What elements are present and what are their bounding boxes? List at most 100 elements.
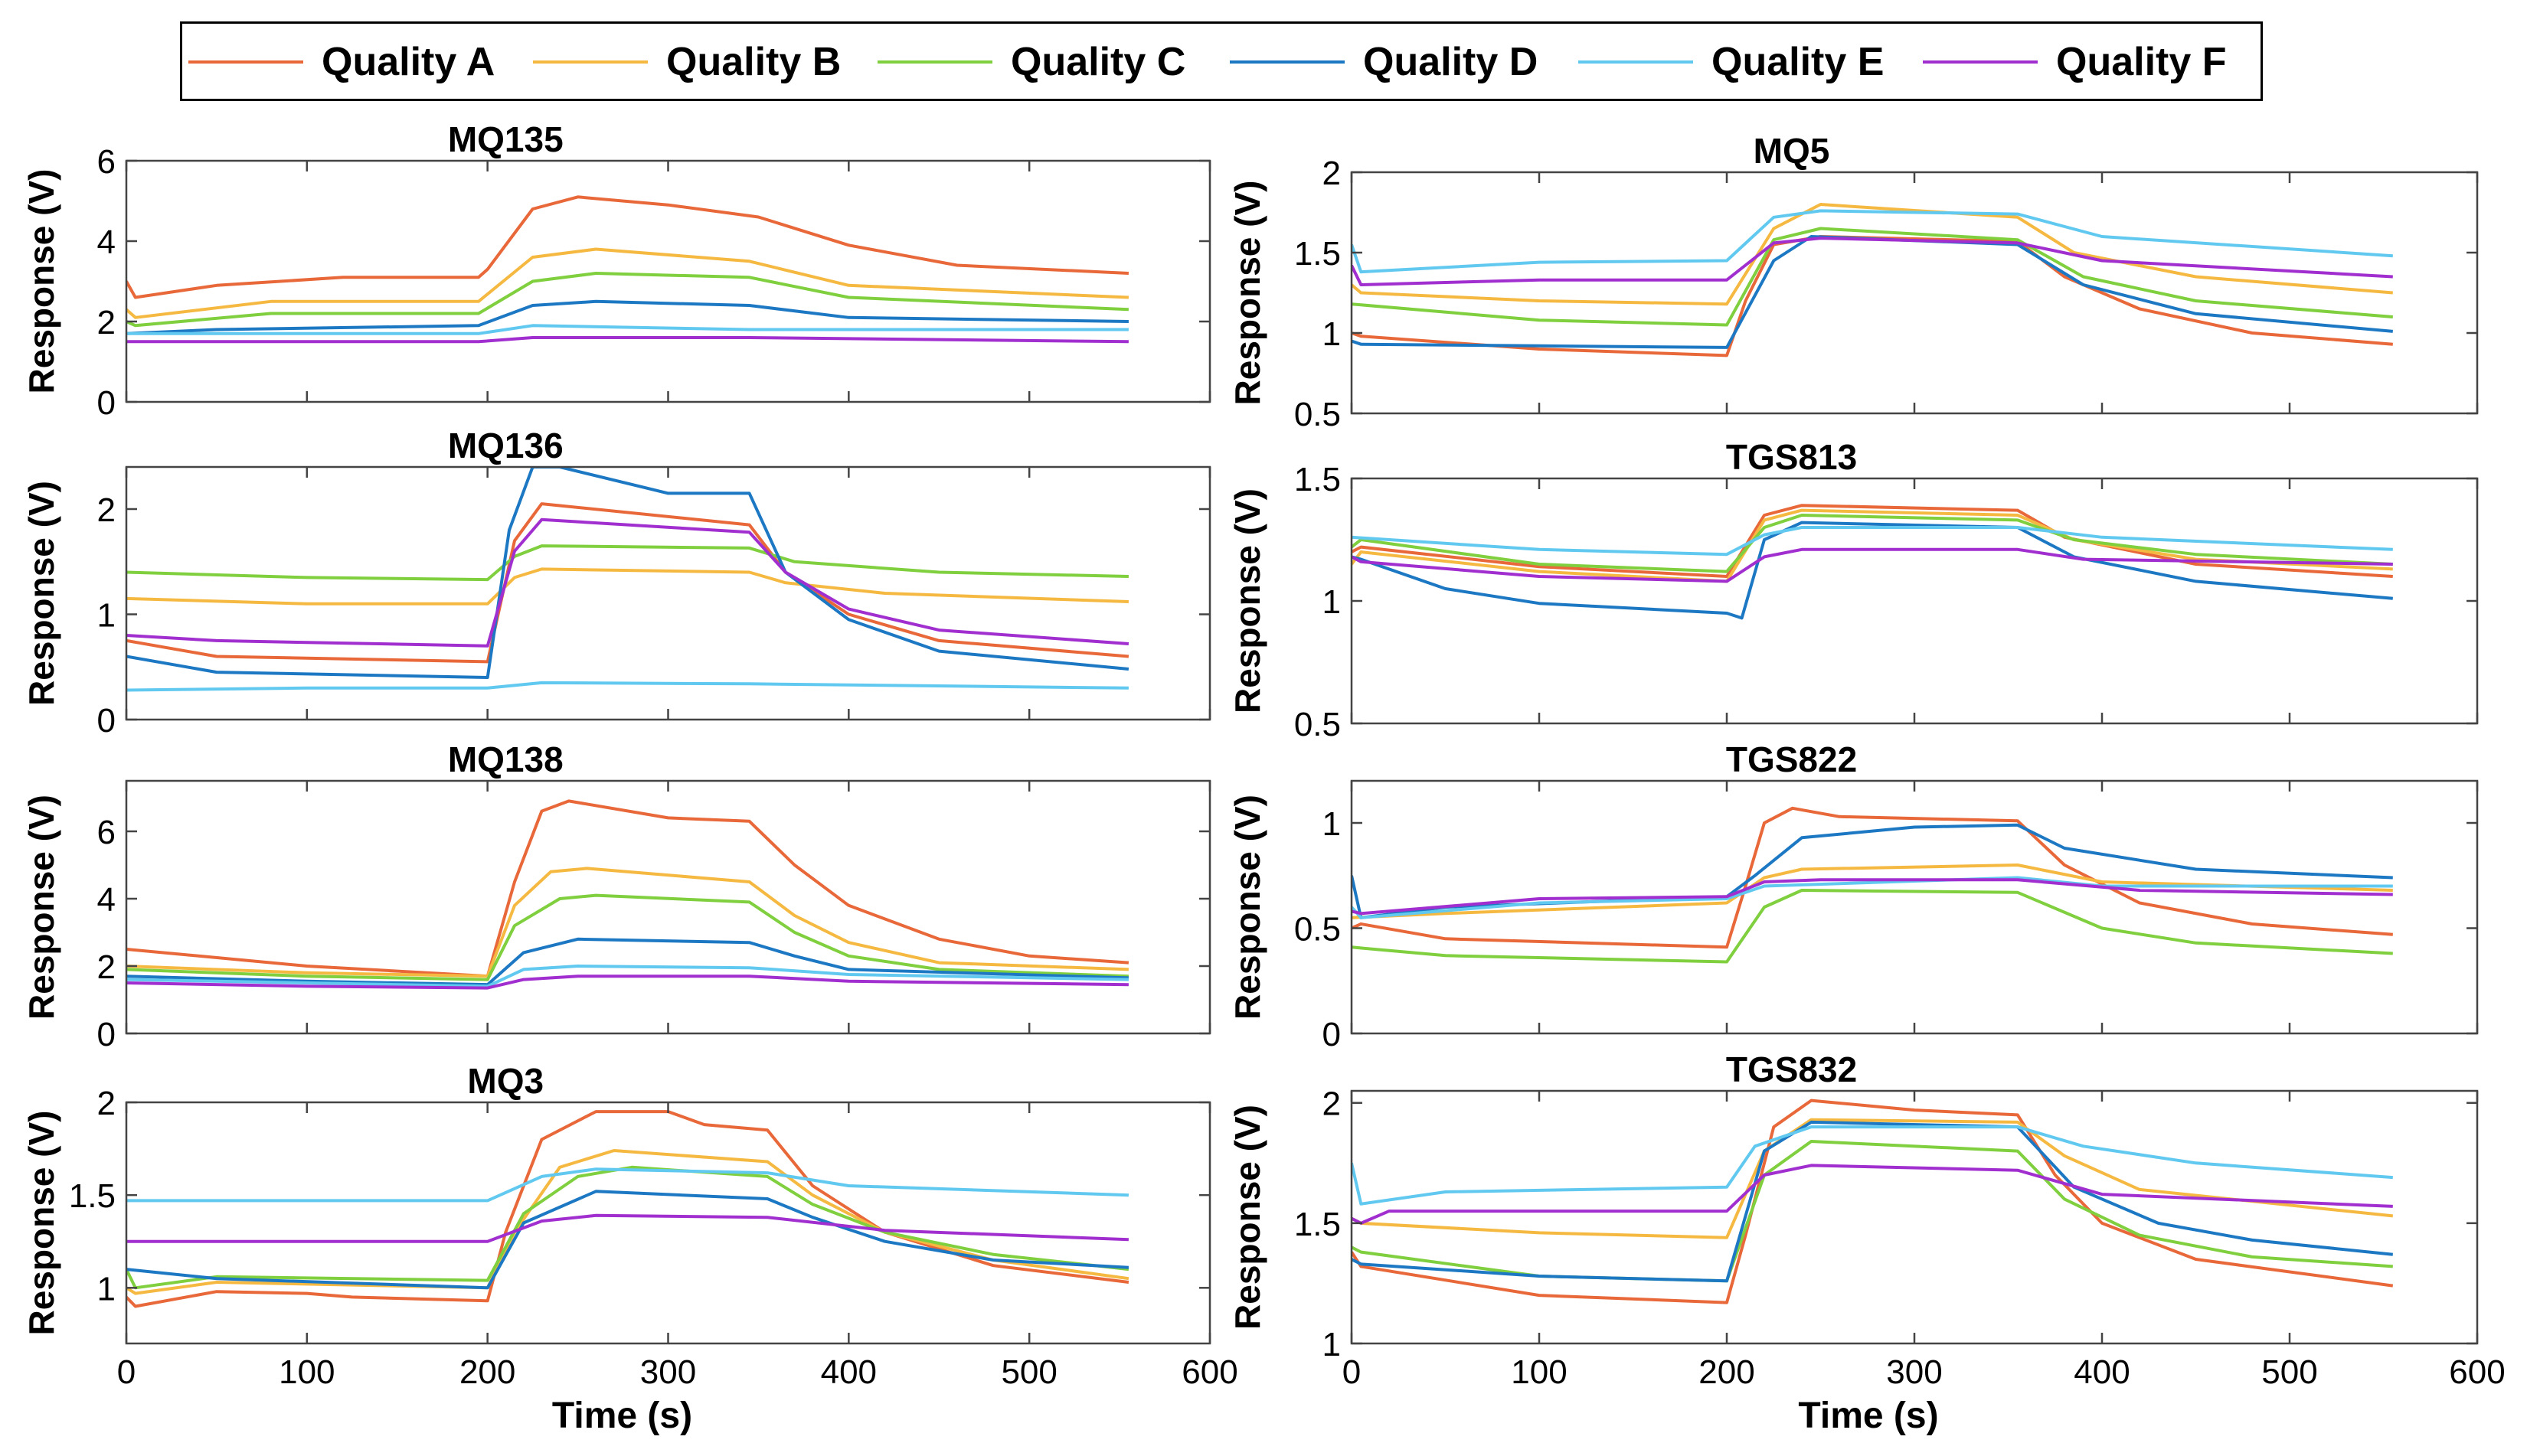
legend-swatch-quality-c bbox=[878, 60, 992, 64]
y-tick-label-mq5-2: 1.5 bbox=[1294, 235, 1341, 273]
chart-tgs813: 0.5 1 1.5 TGS813 Response (V) bbox=[1228, 437, 2479, 743]
y-tick-label-mq5-3: 2 bbox=[1322, 155, 1341, 192]
legend-label-quality-d: Quality D bbox=[1363, 40, 1538, 84]
x-tick-label-tgs832-4: 400 bbox=[2074, 1353, 2130, 1391]
series-line-mq136-quality-e bbox=[126, 681, 1129, 692]
series-line-mq135-quality-d bbox=[126, 299, 1129, 335]
x-tick-label-mq3-3: 300 bbox=[640, 1353, 696, 1391]
chart-tgs832: 1 1.5 2 0 100 200 300 400 500 600 TGS832 Response (… bbox=[1228, 1050, 2506, 1436]
y-tick-label-tgs822-2: 1 bbox=[1322, 805, 1341, 843]
y-tick-label-tgs832-1: 1.5 bbox=[1294, 1206, 1341, 1243]
chart-title-tgs832: TGS832 bbox=[1726, 1050, 1857, 1089]
series-line-mq5-quality-b bbox=[1352, 203, 2393, 306]
chart-title-mq3: MQ3 bbox=[467, 1061, 544, 1101]
series-line-tgs822-quality-f bbox=[1352, 878, 2393, 916]
y-tick-label-mq135-2: 4 bbox=[97, 224, 116, 261]
series-line-tgs822-quality-b bbox=[1352, 863, 2393, 919]
chart-tgs822: 0 0.5 1 TGS822 Response (V) bbox=[1228, 739, 2479, 1053]
series-line-mq135-quality-e bbox=[126, 324, 1129, 335]
x-tick-label-tgs832-1: 100 bbox=[1511, 1353, 1567, 1391]
y-tick-label-tgs832-0: 1 bbox=[1322, 1326, 1341, 1363]
chart-mq136: 0 1 2 MQ136 Response (V) bbox=[21, 426, 1211, 739]
chart-title-mq136: MQ136 bbox=[448, 426, 564, 465]
series-line-mq5-quality-c bbox=[1352, 227, 2393, 327]
plot-frame-mq5 bbox=[1350, 171, 2479, 415]
series-line-tgs832-quality-c bbox=[1352, 1140, 2393, 1283]
chart-mq3: 1 1.5 2 0 100 200 300 400 500 600 MQ3 Response (V) T… bbox=[21, 1061, 1238, 1436]
x-axis-label-mq3: Time (s) bbox=[552, 1396, 692, 1436]
y-tick-label-mq138-2: 4 bbox=[97, 881, 116, 919]
y-tick-label-mq135-3: 6 bbox=[97, 143, 116, 181]
series-line-mq5-quality-e bbox=[1352, 209, 2393, 274]
legend-swatch-quality-a bbox=[188, 60, 303, 64]
series-line-mq135-quality-a bbox=[126, 195, 1129, 299]
x-tick-label-tgs832-2: 200 bbox=[1698, 1353, 1754, 1391]
y-tick-label-tgs813-2: 1.5 bbox=[1294, 461, 1341, 498]
series-line-mq136-quality-f bbox=[126, 517, 1129, 648]
series-line-tgs832-quality-d bbox=[1352, 1120, 2394, 1283]
legend-label-quality-b: Quality B bbox=[666, 40, 842, 84]
y-axis-label-tgs822: Response (V) bbox=[1228, 795, 1267, 1020]
y-tick-label-tgs813-0: 0.5 bbox=[1294, 706, 1341, 743]
series-line-mq138-quality-f bbox=[126, 974, 1129, 990]
series-line-mq138-quality-c bbox=[126, 893, 1129, 981]
series-line-tgs813-quality-c bbox=[1352, 514, 2393, 573]
y-tick-label-mq3-2: 2 bbox=[97, 1085, 116, 1122]
y-axis-label-mq135: Response (V) bbox=[21, 169, 61, 394]
y-axis-label-mq5: Response (V) bbox=[1228, 181, 1267, 406]
y-axis-label-tgs832: Response (V) bbox=[1228, 1105, 1267, 1330]
plot-frame-tgs832 bbox=[1350, 1089, 2479, 1345]
series-line-tgs822-quality-d bbox=[1352, 823, 2393, 919]
series-line-mq3-quality-b bbox=[126, 1149, 1129, 1295]
series-line-mq3-quality-e bbox=[126, 1167, 1129, 1203]
x-tick-label-mq3-0: 0 bbox=[117, 1353, 136, 1391]
legend-label-quality-e: Quality E bbox=[1711, 40, 1885, 84]
legend-label-quality-a: Quality A bbox=[322, 40, 495, 84]
series-line-tgs822-quality-a bbox=[1352, 806, 2393, 949]
x-tick-label-tgs832-0: 0 bbox=[1342, 1353, 1361, 1391]
y-tick-label-tgs813-1: 1 bbox=[1322, 583, 1341, 621]
y-axis-label-mq3: Response (V) bbox=[21, 1111, 61, 1336]
chart-mq5: 0.5 1 1.5 2 MQ5 Response (V) bbox=[1228, 131, 2479, 433]
series-line-tgs822-quality-c bbox=[1352, 889, 2393, 964]
series-line-mq5-quality-f bbox=[1352, 237, 2393, 286]
series-line-tgs813-quality-b bbox=[1352, 508, 2393, 583]
chart-title-mq138: MQ138 bbox=[448, 739, 564, 779]
chart-title-tgs822: TGS822 bbox=[1726, 739, 1857, 779]
legend-label-quality-c: Quality C bbox=[1011, 40, 1186, 84]
x-tick-label-tgs832-5: 500 bbox=[2261, 1353, 2317, 1391]
series-line-mq138-quality-e bbox=[126, 965, 1129, 988]
series-line-mq136-quality-a bbox=[126, 502, 1129, 664]
plot-frame-mq3 bbox=[125, 1101, 1211, 1345]
y-tick-label-tgs832-2: 2 bbox=[1322, 1085, 1341, 1123]
series-line-tgs813-quality-e bbox=[1352, 526, 2393, 557]
y-tick-label-mq5-1: 1 bbox=[1322, 315, 1341, 353]
chart-title-mq135: MQ135 bbox=[448, 119, 564, 159]
series-line-tgs813-quality-f bbox=[1352, 547, 2393, 583]
y-tick-label-mq3-0: 1 bbox=[97, 1270, 116, 1307]
series-line-mq138-quality-d bbox=[126, 937, 1129, 987]
y-tick-label-mq136-0: 0 bbox=[97, 702, 116, 739]
series-line-mq138-quality-b bbox=[126, 867, 1129, 978]
legend-label-quality-f: Quality F bbox=[2056, 40, 2227, 84]
series-line-mq3-quality-f bbox=[126, 1213, 1129, 1243]
y-tick-label-mq3-1: 1.5 bbox=[69, 1177, 116, 1215]
x-tick-label-tgs832-3: 300 bbox=[1886, 1353, 1942, 1391]
x-tick-label-mq3-1: 100 bbox=[279, 1353, 335, 1391]
chart-title-mq5: MQ5 bbox=[1754, 131, 1830, 171]
series-line-tgs832-quality-f bbox=[1352, 1164, 2393, 1225]
x-tick-label-mq3-6: 600 bbox=[1182, 1353, 1237, 1391]
series-line-mq136-quality-c bbox=[126, 544, 1129, 582]
series-line-tgs832-quality-a bbox=[1352, 1099, 2394, 1304]
y-tick-label-mq5-0: 0.5 bbox=[1294, 396, 1341, 433]
y-axis-label-tgs813: Response (V) bbox=[1228, 488, 1267, 713]
series-line-mq3-quality-d bbox=[126, 1190, 1129, 1290]
series-line-mq135-quality-c bbox=[126, 272, 1129, 328]
legend: Quality A Quality B Quality C Quality D … bbox=[180, 21, 2263, 101]
x-tick-label-mq3-2: 200 bbox=[459, 1353, 515, 1391]
y-tick-label-mq135-1: 2 bbox=[97, 304, 116, 341]
y-tick-label-mq136-2: 2 bbox=[97, 491, 116, 529]
series-line-mq136-quality-d bbox=[126, 467, 1129, 679]
chart-mq138: 0 2 4 6 MQ138 Response (V) bbox=[21, 739, 1211, 1053]
